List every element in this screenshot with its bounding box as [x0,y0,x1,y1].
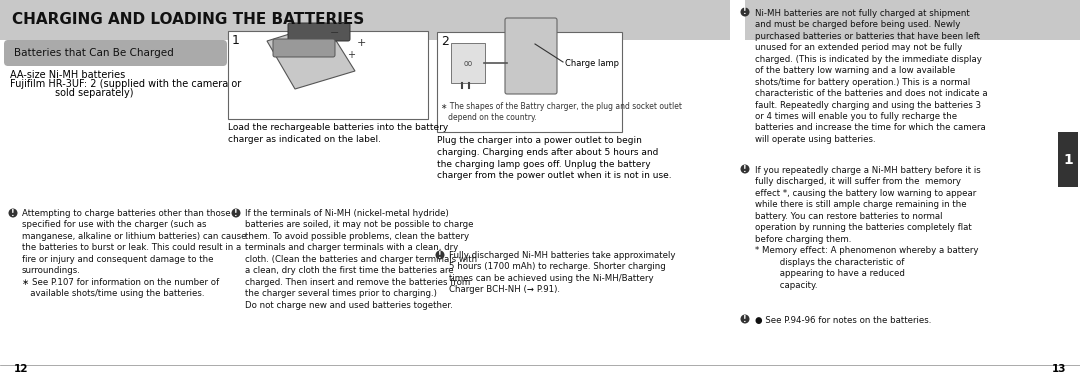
Text: 1: 1 [1063,152,1072,166]
Text: −: − [330,28,339,38]
Text: CHARGING AND LOADING THE BATTERIES: CHARGING AND LOADING THE BATTERIES [12,12,364,27]
FancyBboxPatch shape [451,43,485,83]
Text: Load the rechargeable batteries into the battery
charger as indicated on the lab: Load the rechargeable batteries into the… [228,123,448,144]
Text: If you repeatedly charge a Ni-MH battery before it is
fully discharged, it will : If you repeatedly charge a Ni-MH battery… [755,166,981,289]
FancyBboxPatch shape [437,32,622,132]
Circle shape [741,7,750,17]
Text: ∗ The shapes of the Battry charger, the plug and socket outlet
   depend on the : ∗ The shapes of the Battry charger, the … [441,102,681,122]
Text: Ni-MH batteries are not fully charged at shipment
and must be charged before bei: Ni-MH batteries are not fully charged at… [755,9,987,144]
Circle shape [9,209,17,217]
Text: 13: 13 [1052,364,1066,374]
Text: !: ! [234,209,238,217]
Text: Charge lamp: Charge lamp [565,58,619,67]
Text: 12: 12 [14,364,28,374]
FancyBboxPatch shape [0,0,730,40]
Polygon shape [267,23,355,89]
Circle shape [741,315,750,324]
Text: Plug the charger into a power outlet to begin
charging. Charging ends after abou: Plug the charger into a power outlet to … [437,136,672,180]
Text: Attempting to charge batteries other than those
specified for use with the charg: Attempting to charge batteries other tha… [22,209,246,298]
Text: sold separately): sold separately) [55,88,134,98]
FancyBboxPatch shape [273,39,335,57]
Text: ● See P.94-96 for notes on the batteries.: ● See P.94-96 for notes on the batteries… [755,316,931,325]
FancyBboxPatch shape [228,31,428,119]
FancyBboxPatch shape [4,40,227,66]
Text: !: ! [743,7,746,17]
Text: !: ! [743,164,746,173]
Text: −: − [337,18,347,28]
Text: Fujifilm HR-3UF: 2 (supplied with the camera or: Fujifilm HR-3UF: 2 (supplied with the ca… [10,79,241,89]
Text: AA-size Ni-MH batteries: AA-size Ni-MH batteries [10,70,125,80]
Text: !: ! [438,250,442,260]
Text: +: + [357,38,366,48]
Text: Fully discharged Ni-MH batteries take approximately
5 hours (1700 mAh) to rechar: Fully discharged Ni-MH batteries take ap… [449,251,675,295]
Text: If the terminals of Ni-MH (nickel-metal hydride)
batteries are soiled, it may no: If the terminals of Ni-MH (nickel-metal … [245,209,477,310]
Text: +: + [347,50,355,60]
Text: oo: oo [463,58,473,67]
FancyBboxPatch shape [745,0,1080,40]
Text: !: ! [11,209,15,217]
Text: 2: 2 [441,35,449,48]
Text: 1: 1 [232,34,240,47]
FancyBboxPatch shape [288,23,350,41]
FancyBboxPatch shape [1058,132,1078,187]
Circle shape [231,209,241,217]
Text: !: ! [743,315,746,324]
Circle shape [435,250,445,260]
Circle shape [741,164,750,173]
FancyBboxPatch shape [505,18,557,94]
Text: Batteries that Can Be Charged: Batteries that Can Be Charged [14,48,174,58]
